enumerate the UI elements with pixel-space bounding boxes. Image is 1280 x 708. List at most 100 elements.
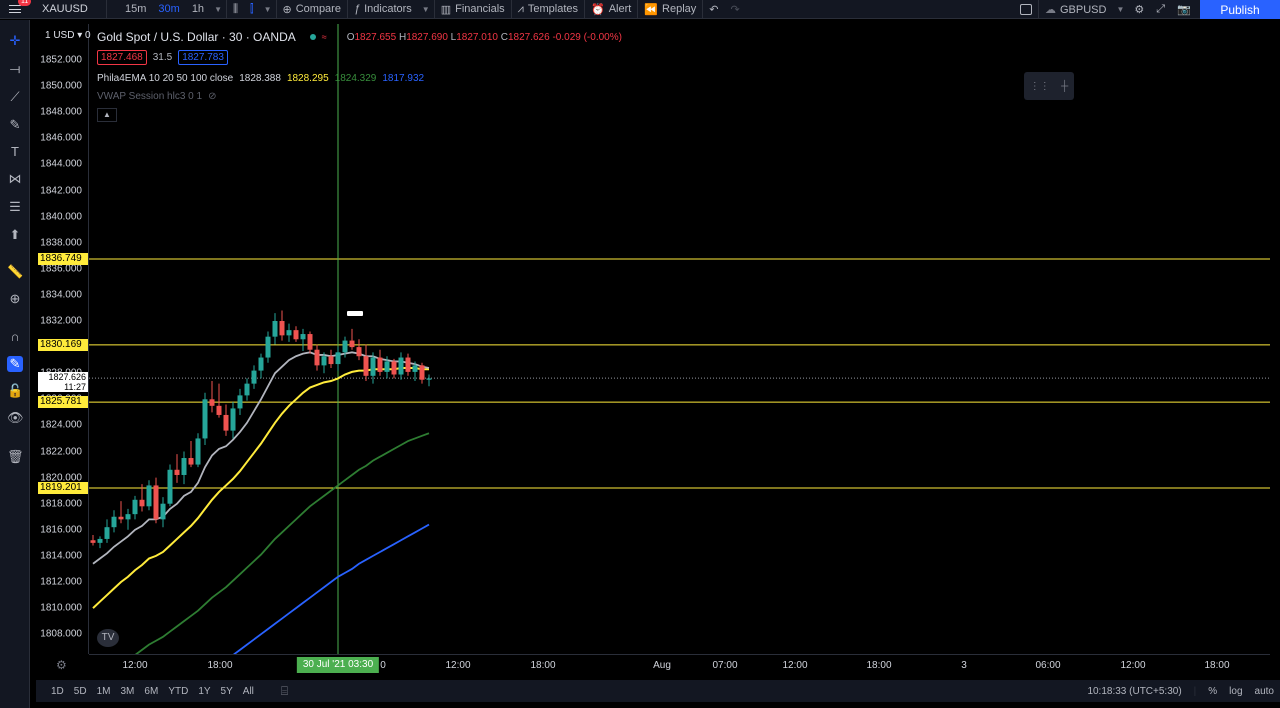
candle-body <box>405 357 411 372</box>
chart-settings-gear-icon[interactable]: ⚙ <box>56 658 67 672</box>
auto-scale-toggle[interactable]: auto <box>1254 685 1274 697</box>
vertical-line-icon[interactable]: ┼ <box>1061 80 1069 92</box>
pattern-icon[interactable]: ⋈ <box>8 171 22 186</box>
range-3m[interactable]: 3M <box>120 685 135 697</box>
eye-hidden-icon[interactable]: ⊘ <box>208 91 217 102</box>
ema50-line <box>134 432 430 654</box>
candle-body <box>419 365 425 380</box>
fx-icon: ƒ <box>353 3 361 15</box>
range-5d[interactable]: 5D <box>73 685 87 697</box>
horizontal-line-icon[interactable]: ⟞ <box>9 61 21 76</box>
cloud-icon: ☁ <box>1045 4 1056 16</box>
text-icon[interactable]: T <box>11 144 19 159</box>
brush-icon[interactable]: ✎ <box>9 117 21 132</box>
redo-button[interactable]: ↷ <box>725 0 746 19</box>
interval-1h[interactable]: 1h <box>191 3 205 15</box>
ohlc-close: 1827.626 <box>507 31 550 43</box>
zoom-in-icon[interactable]: ⊕ <box>9 291 21 306</box>
chart-type-chevron-down-icon[interactable]: ▼ <box>263 4 272 14</box>
compare-symbol-chevron-down-icon[interactable]: ▼ <box>1116 5 1125 14</box>
stay-in-drawing-mode-icon[interactable]: ✎ <box>7 356 23 372</box>
range-1y[interactable]: 1Y <box>198 685 211 697</box>
price-tick-label: 1834.000 <box>40 289 82 301</box>
interval-30m[interactable]: 30m <box>158 3 180 15</box>
price-tick-label: 1812.000 <box>40 576 82 588</box>
price-tick-label: 1844.000 <box>40 158 82 170</box>
candles-icon: ⫿ <box>250 2 254 15</box>
currency-unit-select[interactable]: 1 USD ▾ 0 <box>45 30 91 41</box>
time-tick-label: 12:00 <box>782 660 808 671</box>
symbol-search[interactable]: XAUUSD <box>42 3 88 15</box>
price-tick-label: 1832.000 <box>40 315 82 327</box>
price-tick-label: 1852.000 <box>40 54 82 66</box>
forecast-icon[interactable]: ☰ <box>9 199 21 214</box>
candle-body <box>426 378 432 380</box>
collapse-legend-chevron-up-icon[interactable]: ▲ <box>97 108 117 122</box>
drag-handle-icon[interactable]: ⋮⋮ <box>1029 80 1050 92</box>
redo-icon: ↷ <box>730 3 740 16</box>
trash-icon[interactable]: 🗑 <box>7 449 24 464</box>
bar-style-button[interactable]: ⫼ <box>227 0 244 19</box>
indicators-button[interactable]: ƒ Indicators <box>353 3 412 15</box>
fullscreen-button[interactable]: ⤢ <box>1150 0 1171 19</box>
interval-chevron-down-icon[interactable]: ▼ <box>214 4 222 14</box>
candle-body <box>307 334 313 350</box>
candle-body <box>90 540 96 543</box>
range-ytd[interactable]: YTD <box>168 685 189 697</box>
time-scale[interactable]: 12:00 18:00 0 12:00 18:00 Aug 07:00 12:00 18:00 3… <box>89 654 1270 675</box>
log-scale-toggle[interactable]: log <box>1229 685 1243 697</box>
layout-square-icon <box>1020 4 1032 15</box>
clock-timezone[interactable]: 10:18:33 (UTC+5:30) <box>1087 685 1182 697</box>
tradingview-logo-icon: TV <box>97 629 119 647</box>
range-6m[interactable]: 6M <box>144 685 159 697</box>
time-tick-label: 18:00 <box>207 660 233 671</box>
compare-symbol-button[interactable]: ☁ GBPUSD <box>1045 3 1107 17</box>
eye-icon[interactable]: 👁 <box>7 410 24 425</box>
rewind-icon: ⏪ <box>644 3 659 16</box>
range-5y[interactable]: 5Y <box>220 685 233 697</box>
candle-body <box>251 370 257 384</box>
layout-button[interactable] <box>1014 0 1038 19</box>
time-tick-label: 06:00 <box>1035 660 1061 671</box>
snapshot-button[interactable]: 📷 <box>1171 0 1197 19</box>
ruler-icon[interactable]: 📏 <box>7 264 24 279</box>
publish-button[interactable]: Publish <box>1200 0 1280 19</box>
candle-body <box>377 357 383 372</box>
candle-style-button[interactable]: ⫿ <box>244 0 260 19</box>
alert-button[interactable]: ⏰ Alert <box>591 3 632 16</box>
goto-date-calendar-icon[interactable]: ⌸ <box>280 683 289 698</box>
candle-body <box>370 357 376 376</box>
financials-button[interactable]: ▥ Financials <box>440 3 505 16</box>
price-chart[interactable] <box>36 24 1270 654</box>
menu-button[interactable]: 11 <box>0 0 32 19</box>
ema10-value: 1828.388 <box>239 73 281 84</box>
replay-button[interactable]: ⏪ Replay <box>644 3 697 16</box>
sell-price[interactable]: 1827.468 <box>97 50 147 65</box>
floating-drawing-widget[interactable]: ⋮⋮ ┼ <box>1024 72 1074 100</box>
bar-style-icon: ⫼ <box>232 2 239 15</box>
interval-15m[interactable]: 15m <box>125 3 147 15</box>
percent-scale-toggle[interactable]: % <box>1208 685 1218 697</box>
lock-icon[interactable]: 🔓 <box>7 383 24 398</box>
series-legend: Gold Spot / U.S. Dollar · 30 · OANDA ≈ O… <box>97 30 622 44</box>
indicators-chevron-down-icon[interactable]: ▼ <box>421 4 430 14</box>
range-1d[interactable]: 1D <box>51 685 64 697</box>
compare-button[interactable]: ⊕ Compare <box>282 3 341 16</box>
templates-icon: ⩘ <box>517 2 524 15</box>
ema-legend[interactable]: Phila4EMA 10 20 50 100 close 1828.388 18… <box>97 73 424 84</box>
vwap-legend[interactable]: VWAP Session hlc3 0 1 ⊘ <box>97 91 216 102</box>
range-all[interactable]: All <box>242 685 254 697</box>
candle-body <box>314 349 320 366</box>
templates-button[interactable]: ⩘ Templates <box>517 2 579 16</box>
chart-canvas[interactable] <box>36 24 1270 675</box>
settings-button[interactable]: ⚙ <box>1128 0 1150 19</box>
crosshair-icon[interactable]: ✛ <box>9 33 21 48</box>
trend-line-icon[interactable]: ⟋ <box>10 89 20 104</box>
range-1m[interactable]: 1M <box>96 685 111 697</box>
buy-price[interactable]: 1827.783 <box>178 50 228 65</box>
undo-icon: ↶ <box>709 3 719 16</box>
undo-button[interactable]: ↶ <box>703 0 724 19</box>
arrow-up-icon[interactable]: ⬆ <box>9 227 21 242</box>
magnet-icon[interactable]: ∩ <box>10 329 20 344</box>
